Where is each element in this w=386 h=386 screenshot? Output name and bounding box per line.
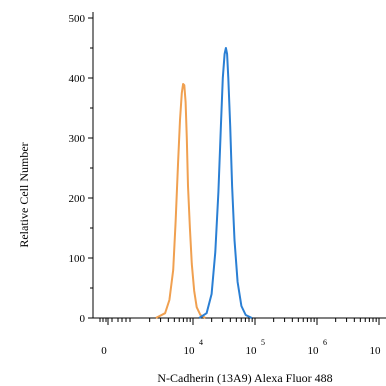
x-tick-exponent: 5: [261, 338, 265, 347]
y-axis: 0 100 200 300 400 500: [69, 12, 94, 325]
histogram-series-1: [155, 83, 206, 319]
x-tick-exponent: 6: [323, 338, 327, 347]
x-tick-label: 0: [101, 345, 107, 357]
x-tick-label: 10: [370, 345, 382, 357]
x-tick-label: 10: [308, 345, 320, 357]
y-tick-label: 100: [69, 253, 86, 265]
y-tick-label: 400: [69, 73, 86, 85]
y-tick-label: 200: [69, 193, 86, 205]
x-axis-title: N-Cadherin (13A9) Alexa Fluor 488: [157, 371, 332, 385]
y-tick-label: 300: [69, 133, 86, 145]
x-tick-label: 10: [246, 345, 258, 357]
y-axis-title: Relative Cell Number: [17, 142, 31, 247]
x-tick-label: 10: [184, 345, 196, 357]
y-tick-label: 500: [69, 13, 86, 25]
x-tick-exponent: 4: [199, 338, 203, 347]
y-tick-label: 0: [80, 313, 86, 325]
histogram-series-2: [198, 47, 253, 319]
series-layer: [155, 47, 253, 319]
